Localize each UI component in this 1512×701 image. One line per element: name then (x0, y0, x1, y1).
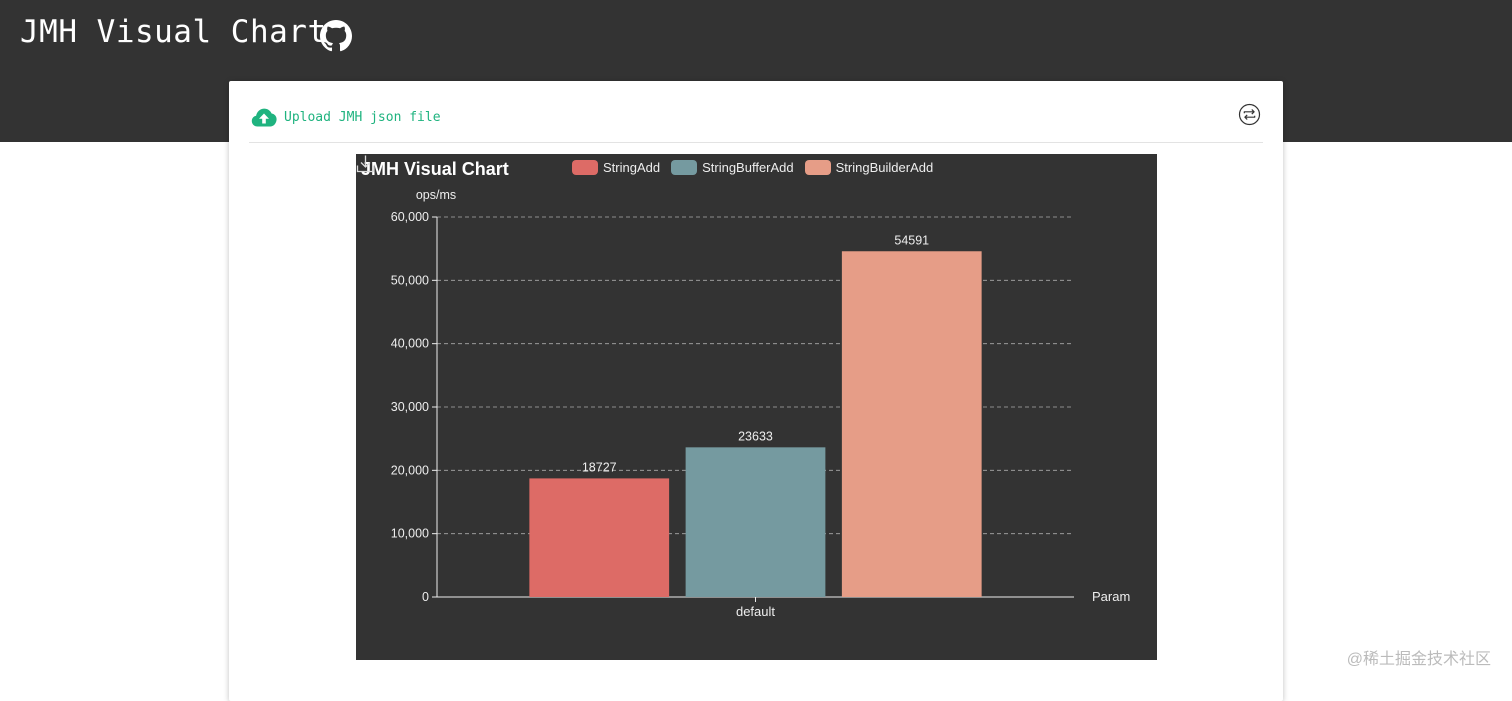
y-tick-label: 0 (422, 590, 429, 604)
bar-StringBufferAdd (685, 447, 826, 597)
bar-StringAdd (529, 478, 670, 597)
github-icon[interactable] (320, 20, 352, 52)
legend-label: StringBuilderAdd (835, 159, 934, 175)
y-tick-label: 60,000 (391, 210, 429, 224)
x-tick-label: default (736, 604, 775, 619)
legend-swatch (804, 159, 831, 175)
bar-value-label: 54591 (894, 233, 929, 247)
bar-StringBuilderAdd (841, 251, 982, 597)
bar-value-label: 18727 (582, 460, 617, 474)
bar-chart: 0 10,000 20,000 30,000 40,000 50,000 60,000 ops… (391, 188, 1131, 619)
legend-label: StringAdd (603, 159, 661, 175)
legend-swatch (572, 159, 598, 175)
watermark: @稀土掘金技术社区 (1346, 651, 1491, 668)
upload-label: Upload JMH json file (284, 109, 441, 125)
chart-title: JMH Visual Chart (361, 159, 509, 179)
download-icon[interactable] (356, 154, 375, 173)
legend-label: StringBufferAdd (702, 159, 794, 175)
legend-item[interactable]: StringBufferAdd (671, 159, 794, 175)
legend-item[interactable]: StringAdd (572, 159, 661, 175)
chart-panel: 0 10,000 20,000 30,000 40,000 50,000 60,000 ops… (356, 154, 1157, 660)
upload-button[interactable]: Upload JMH json file (251, 104, 441, 130)
y-tick-label: 30,000 (391, 400, 429, 414)
y-tick-label: 40,000 (391, 337, 429, 351)
app-title: JMH Visual Chart (20, 14, 327, 50)
legend-swatch (671, 159, 698, 175)
swap-icon[interactable] (1238, 103, 1261, 126)
legend-item[interactable]: StringBuilderAdd (804, 159, 934, 175)
y-tick-label: 10,000 (391, 527, 429, 541)
y-axis-title: ops/ms (416, 188, 456, 202)
x-axis-title: Param (1092, 589, 1130, 604)
y-tick-label: 50,000 (391, 273, 429, 287)
bar-value-label: 23633 (738, 429, 773, 443)
y-tick-label: 20,000 (391, 463, 429, 477)
cloud-upload-icon (251, 108, 277, 127)
chart-legend: StringAdd StringBufferAdd StringBuilderAdd (572, 159, 944, 175)
divider (249, 142, 1263, 143)
